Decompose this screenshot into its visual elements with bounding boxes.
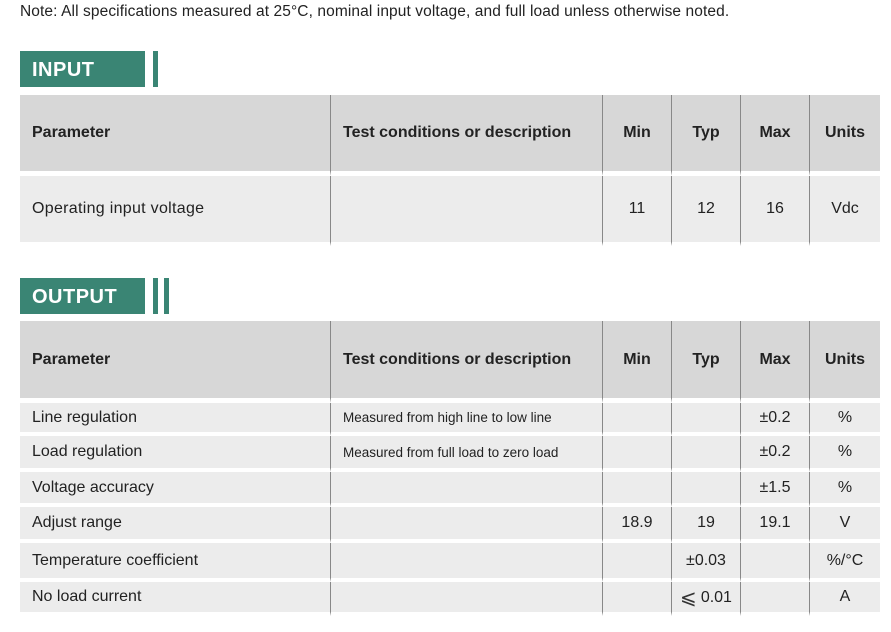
cell-units: % (809, 472, 880, 507)
cell-min (602, 582, 671, 616)
section-accent-bar (153, 278, 158, 314)
col-header-conditions: Test conditions or description (330, 321, 602, 403)
cell-conditions (330, 176, 602, 246)
cell-min (602, 543, 671, 582)
cell-typ: ±0.03 (671, 543, 740, 582)
col-header-parameter: Parameter (20, 321, 330, 403)
table-row: Load regulation Measured from full load … (20, 436, 880, 472)
col-header-units: Units (809, 321, 880, 403)
cell-parameter: Operating input voltage (20, 176, 330, 246)
cell-conditions (330, 543, 602, 582)
cell-typ-value: 0.01 (700, 588, 732, 606)
col-header-typ: Typ (671, 321, 740, 403)
cell-max: ±0.2 (740, 403, 809, 436)
section-accent-bar (153, 51, 158, 87)
cell-units: Vdc (809, 176, 880, 246)
input-spec-table: Parameter Test conditions or description… (20, 95, 880, 246)
col-header-typ: Typ (671, 95, 740, 176)
cell-parameter: Line regulation (20, 403, 330, 436)
cell-parameter: No load current (20, 582, 330, 616)
cell-max: 19.1 (740, 507, 809, 543)
cell-min (602, 403, 671, 436)
cell-max: ±1.5 (740, 472, 809, 507)
cell-units: V (809, 507, 880, 543)
table-row: Temperature coefficient ±0.03 %/°C (20, 543, 880, 582)
cell-units: % (809, 403, 880, 436)
cell-parameter: Temperature coefficient (20, 543, 330, 582)
col-header-parameter: Parameter (20, 95, 330, 176)
cell-max: ±0.2 (740, 436, 809, 472)
col-header-min: Min (602, 321, 671, 403)
output-section-title: OUTPUT (20, 278, 145, 314)
cell-max: 16 (740, 176, 809, 246)
cell-min (602, 472, 671, 507)
less-equal-symbol: ⩽ (680, 586, 697, 609)
cell-typ (671, 403, 740, 436)
table-header-row: Parameter Test conditions or description… (20, 95, 880, 176)
cell-conditions (330, 507, 602, 543)
col-header-conditions: Test conditions or description (330, 95, 602, 176)
table-row: Adjust range 18.9 19 19.1 V (20, 507, 880, 543)
table-header-row: Parameter Test conditions or description… (20, 321, 880, 403)
table-row: Voltage accuracy ±1.5 % (20, 472, 880, 507)
cell-units: A (809, 582, 880, 616)
table-row: No load current ⩽ 0.01 A (20, 582, 880, 616)
col-header-max: Max (740, 95, 809, 176)
col-header-max: Max (740, 321, 809, 403)
cell-conditions: Measured from high line to low line (330, 403, 602, 436)
cell-typ (671, 472, 740, 507)
spec-note: Note: All specifications measured at 25°… (20, 3, 730, 20)
cell-typ: 12 (671, 176, 740, 246)
section-accent-bar (164, 278, 169, 314)
cell-parameter: Voltage accuracy (20, 472, 330, 507)
cell-min: 18.9 (602, 507, 671, 543)
table-row: Operating input voltage 11 12 16 Vdc (20, 176, 880, 246)
cell-conditions (330, 582, 602, 616)
output-spec-table: Parameter Test conditions or description… (20, 321, 880, 616)
cell-max (740, 543, 809, 582)
cell-min (602, 436, 671, 472)
cell-conditions: Measured from full load to zero load (330, 436, 602, 472)
input-section-title: INPUT (20, 51, 145, 87)
cell-conditions (330, 472, 602, 507)
cell-parameter: Adjust range (20, 507, 330, 543)
table-row: Line regulation Measured from high line … (20, 403, 880, 436)
col-header-min: Min (602, 95, 671, 176)
cell-typ: ⩽ 0.01 (671, 582, 740, 616)
col-header-units: Units (809, 95, 880, 176)
cell-typ (671, 436, 740, 472)
cell-parameter: Load regulation (20, 436, 330, 472)
cell-units: % (809, 436, 880, 472)
cell-typ: 19 (671, 507, 740, 543)
cell-units: %/°C (809, 543, 880, 582)
cell-min: 11 (602, 176, 671, 246)
cell-max (740, 582, 809, 616)
